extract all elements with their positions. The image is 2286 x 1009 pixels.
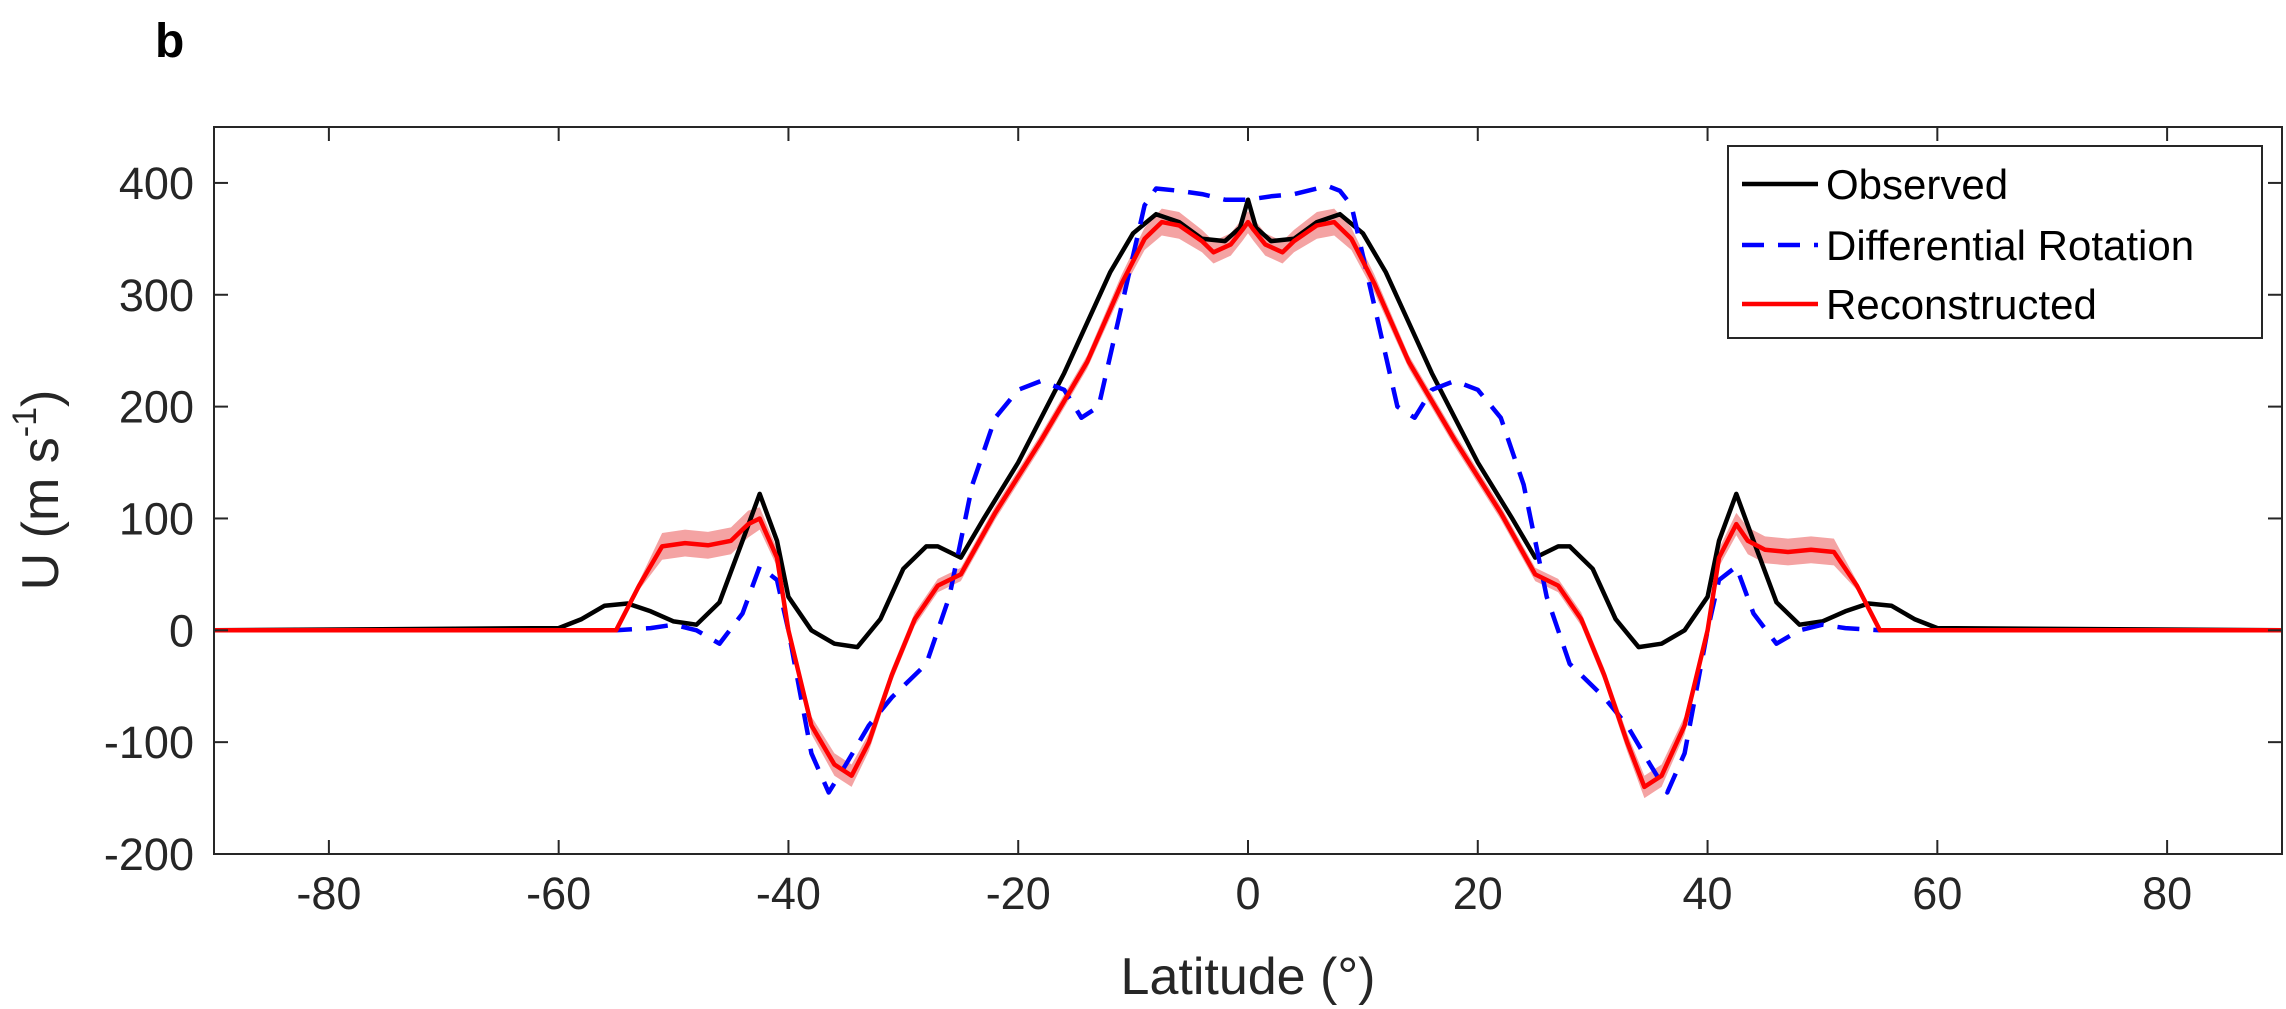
legend-label-reconstructed: Reconstructed	[1826, 281, 2097, 328]
x-tick-label: 80	[2142, 868, 2192, 919]
observed-series-line	[213, 197, 2283, 650]
y-tick-label: 0	[169, 605, 194, 656]
y-tick-label: 200	[119, 382, 194, 433]
x-tick-label: -80	[296, 868, 361, 919]
panel-label: b	[155, 15, 184, 68]
y-tick-label: 300	[119, 270, 194, 321]
x-tick-label: 40	[1683, 868, 1733, 919]
differential-rotation-series-line	[214, 184, 2282, 795]
x-tick-label: 60	[1912, 868, 1962, 919]
reconstructed-series-line	[214, 219, 2282, 790]
y-tick-label: 100	[119, 493, 194, 544]
plot-area	[213, 184, 2283, 799]
x-axis-label: Latitude (°)	[1121, 948, 1376, 1006]
x-tick-label: -20	[986, 868, 1051, 919]
legend-label-differential-rotation: Differential Rotation	[1826, 222, 2194, 269]
y-tick-label: 400	[119, 158, 194, 209]
y-axis-label-main: U (m s	[12, 437, 70, 590]
x-tick-label: -60	[526, 868, 591, 919]
legend-label-observed: Observed	[1826, 161, 2008, 208]
y-axis-label: U (m s-1)	[6, 390, 70, 591]
y-axis-label-close: )	[12, 390, 70, 407]
y-axis: -200 -100 0 100 200 300 400	[104, 158, 2282, 880]
x-tick-label: -40	[756, 868, 821, 919]
x-tick-label: 20	[1453, 868, 1503, 919]
legend: Observed Differential Rotation Reconstru…	[1727, 145, 2263, 339]
y-axis-label-superscript: -1	[6, 407, 44, 437]
x-tick-label: 0	[1235, 868, 1260, 919]
x-axis: -80 -60 -40 -20 0 20 40 60 80	[296, 127, 2192, 919]
y-tick-label: -200	[104, 829, 194, 880]
y-tick-label: -100	[104, 717, 194, 768]
